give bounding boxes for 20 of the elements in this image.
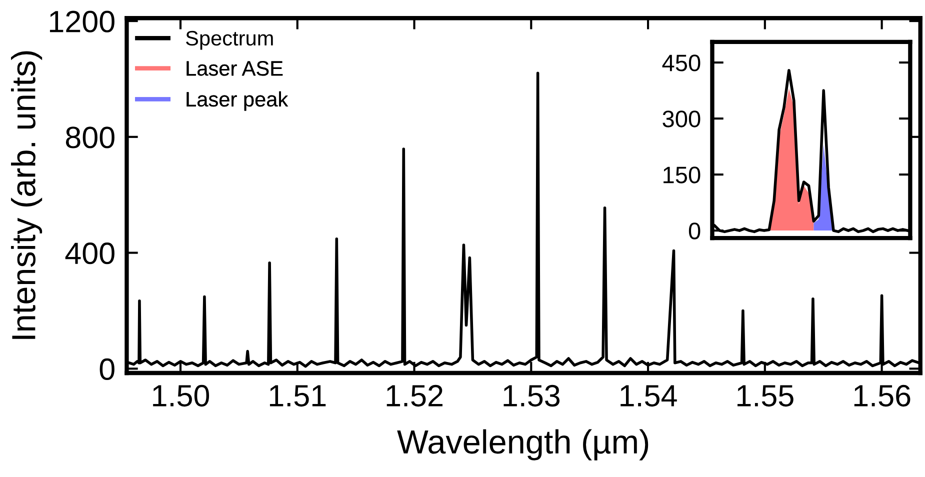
x-tick-label: 1.52 — [386, 384, 442, 407]
y-tick-label: 0 — [688, 222, 700, 240]
y-tick-label: 800 — [66, 126, 114, 148]
x-tick-label: 1.50 — [153, 384, 210, 407]
y-tick-label: 400 — [65, 242, 114, 264]
y-tick-label: 300 — [662, 110, 700, 128]
legend-label: Spectrum — [186, 30, 273, 50]
x-tick-label: 1.56 — [854, 384, 910, 407]
legend-label: Laser peak — [186, 91, 288, 111]
y-tick-label: 1200 — [50, 10, 114, 32]
x-tick-label: 1.53 — [504, 384, 560, 407]
x-tick-label: 1.51 — [270, 385, 326, 407]
legend-label: Laser ASE — [186, 61, 283, 76]
x-tick-label: 1.54 — [620, 385, 677, 407]
y-tick-label: 0 — [100, 358, 114, 380]
y-tick-label: 450 — [662, 54, 700, 72]
y-tick-label: 150 — [664, 166, 700, 184]
x-tick-label: 1.55 — [738, 385, 794, 407]
y-axis-title: Intensity (arb. units) — [11, 51, 42, 339]
x-axis-title: Wavelength (µm) — [397, 429, 648, 460]
